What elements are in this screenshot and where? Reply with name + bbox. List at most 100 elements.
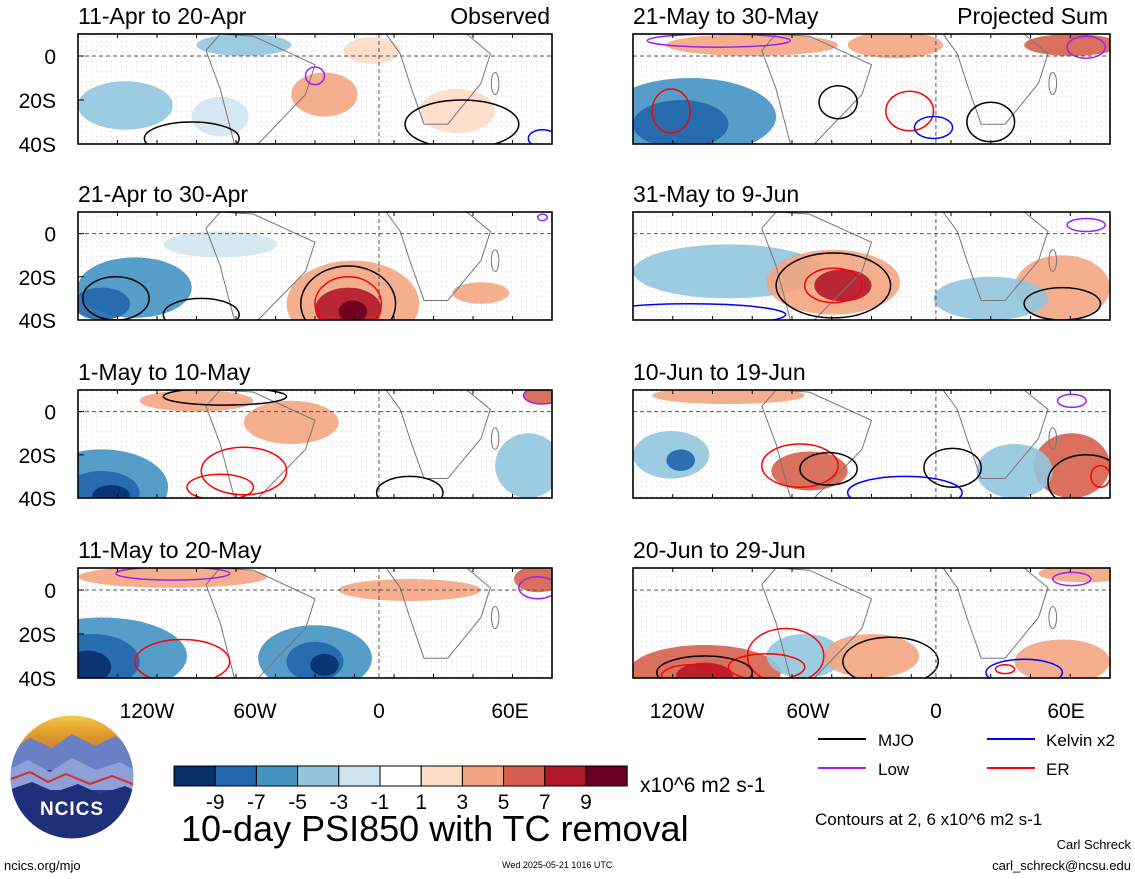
panel-period-title: 11-May to 20-May: [78, 537, 262, 563]
south-america-outline: [205, 212, 316, 320]
map-field: [633, 34, 1110, 144]
legend-item-er: ER: [987, 760, 1070, 779]
contour-note: Contours at 2, 6 x10^6 m2 s-1: [815, 810, 1042, 829]
lat-tick-label: 20S: [19, 624, 56, 647]
contour-er: [186, 473, 255, 498]
anomaly-shading: [633, 100, 729, 144]
lon-tick-label: 120W: [650, 700, 705, 723]
south-america-outline: [761, 34, 873, 144]
colorbar-cell: [420, 765, 463, 787]
map-field: [78, 34, 552, 144]
panel-period-title: 20-Jun to 29-Jun: [633, 537, 806, 563]
lat-tick-label: 0: [44, 580, 56, 603]
contour-er: [885, 90, 935, 132]
contour-mjo: [842, 636, 940, 678]
south-america-outline: [761, 212, 873, 320]
colorbar-tick-label: 5: [498, 791, 510, 814]
lon-tick-label: 0: [930, 700, 942, 723]
contour-low: [1052, 571, 1092, 587]
colorbar-cell: [297, 765, 340, 787]
colorbar-tick-label: -7: [247, 791, 266, 814]
colorbar-tick-label: 9: [580, 791, 592, 814]
panel-period-title: 21-May to 30-May: [633, 3, 819, 29]
anomaly-shading: [78, 568, 268, 588]
legend-label-kelvin: Kelvin x2: [1046, 731, 1115, 750]
colorbar-tick-label: 3: [457, 791, 469, 814]
contour-mjo: [143, 121, 240, 144]
source-site: ncics.org/mjo: [4, 858, 81, 873]
anomaly-shading: [1014, 639, 1110, 678]
panel-subtitle: Observed: [450, 3, 550, 29]
contour-er: [314, 276, 383, 320]
contour-low: [1066, 35, 1106, 59]
anomaly-shading: [766, 634, 843, 678]
anomaly-shading: [1038, 568, 1110, 583]
madagascar-outline: [490, 249, 500, 272]
anomaly-shading: [139, 390, 254, 412]
anomaly-shading: [523, 390, 552, 405]
contour-low: [522, 390, 552, 405]
colorbar-tick-label: 7: [539, 791, 551, 814]
lat-tick-label: 40S: [19, 310, 56, 333]
colorbar-cell: [255, 765, 299, 787]
anomaly-shading: [933, 276, 1048, 320]
map-field: [78, 568, 552, 678]
south-america-outline: [761, 390, 873, 498]
south-america-outline: [761, 568, 873, 678]
africa-outline: [385, 34, 491, 125]
map-field: [78, 212, 552, 320]
lat-tick-label: 0: [44, 46, 56, 69]
africa-outline: [385, 390, 491, 480]
ncics-logo: NCICS: [9, 714, 135, 840]
colorbar: -9 -7 -5 -3 -1 1 3 5 7 9: [173, 765, 628, 814]
lat-tick-label: 20S: [19, 445, 56, 468]
madagascar-outline: [490, 606, 500, 629]
contour-kelvin: [527, 128, 552, 144]
lon-axis-left: 120W 60W 0 60E: [120, 700, 529, 723]
anomaly-shading: [196, 34, 292, 56]
anomaly-shading: [243, 400, 339, 444]
anomaly-shading: [419, 89, 496, 133]
anomaly-shading: [92, 485, 131, 498]
africa-outline: [942, 34, 1049, 125]
map-panel: 20-Jun to 29-Jun: [632, 537, 1111, 679]
map-field: [633, 568, 1110, 678]
contour-er: [134, 638, 231, 678]
lat-tick-label: 20S: [19, 90, 56, 113]
panel-period-title: 31-May to 9-Jun: [633, 181, 799, 207]
contour-er: [651, 88, 691, 134]
map-field: [633, 212, 1110, 320]
colorbar-cell: [379, 765, 422, 787]
colorbar-tick-label: 1: [415, 791, 427, 814]
panel-period-title: 21-Apr to 30-Apr: [78, 181, 248, 207]
timestamp: Wed 2025-05-21 1016 UTC: [502, 860, 613, 870]
anomaly-shading: [514, 568, 552, 593]
legend-label-low: Low: [878, 760, 910, 779]
anomaly-shading: [633, 645, 781, 678]
contour-mjo: [162, 390, 288, 406]
africa-outline: [385, 568, 491, 659]
anomaly-shading: [976, 444, 1053, 498]
lat-tick-label: 40S: [19, 134, 56, 157]
colorbar-cell: [461, 765, 505, 787]
colorbar-tick-label: -5: [288, 791, 307, 814]
anomaly-shading: [666, 34, 839, 56]
contour-mjo: [923, 447, 982, 488]
contour-er: [660, 664, 720, 678]
anomaly-shading: [163, 231, 278, 258]
panel-period-title: 11-Apr to 20-Apr: [78, 3, 247, 29]
map-panel: 21-Apr to 30-Apr 0 20S 40S: [19, 181, 553, 333]
contour-low: [1056, 393, 1087, 409]
lat-tick-label: 20S: [19, 267, 56, 290]
map-field: [78, 390, 552, 498]
anomaly-shading: [78, 650, 112, 678]
contour-kelvin: [985, 658, 1064, 678]
legend-item-low: Low: [818, 760, 910, 779]
map-panel: 1-May to 10-May 0 20S 40S: [19, 359, 553, 511]
panel-period-title: 10-Jun to 19-Jun: [633, 359, 806, 385]
lon-tick-label: 0: [373, 700, 385, 723]
lat-tick-label: 40S: [19, 668, 56, 691]
africa-outline: [942, 568, 1049, 659]
south-america-outline: [205, 568, 316, 678]
